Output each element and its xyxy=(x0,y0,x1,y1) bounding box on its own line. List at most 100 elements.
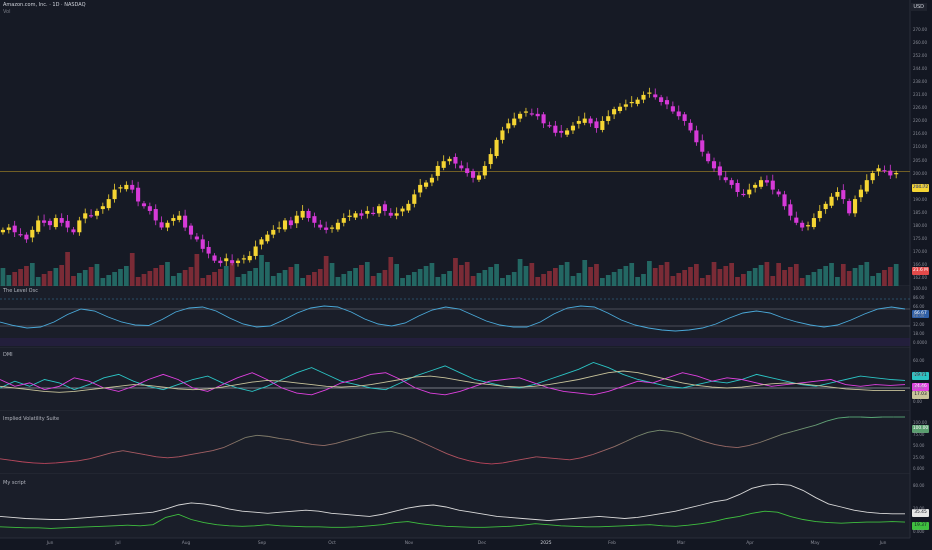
iv-line-segment xyxy=(346,436,358,441)
candle-body xyxy=(124,184,129,190)
candle-body xyxy=(547,125,552,127)
volume-bar xyxy=(641,274,646,286)
candle-body xyxy=(42,220,47,223)
myscript-pane-title[interactable]: My script xyxy=(3,480,26,486)
volume-bar xyxy=(241,274,247,286)
volume-bar xyxy=(165,262,170,286)
candle-body xyxy=(141,203,147,207)
candle-body xyxy=(494,139,499,156)
x-axis-label: Jul xyxy=(115,541,121,546)
volume-bar xyxy=(758,265,764,286)
dmi-tick-label: 60.00 xyxy=(913,358,925,363)
candle-body xyxy=(512,118,517,126)
volume-bar xyxy=(746,271,752,286)
iv-tick-label: 75.00 xyxy=(913,431,925,437)
volume-bar xyxy=(212,272,217,286)
iv-line-segment xyxy=(0,458,12,461)
iv-tick-label: 0.000 xyxy=(913,466,925,471)
volume-bar xyxy=(0,268,6,286)
iv-line-segment xyxy=(111,450,123,454)
x-axis-label: Feb xyxy=(608,541,616,546)
candle-body xyxy=(183,215,188,228)
candle-body xyxy=(535,113,540,117)
candle-body xyxy=(770,180,775,190)
volume-bar xyxy=(500,278,505,286)
volume-bar xyxy=(729,263,734,286)
iv-line-segment xyxy=(89,455,101,460)
candle-body xyxy=(147,206,152,211)
iv-line-segment xyxy=(614,441,626,447)
volume-bar xyxy=(752,268,758,286)
volume-bar xyxy=(417,269,423,286)
volume-bar xyxy=(353,268,358,286)
candle-body xyxy=(418,184,423,193)
x-axis-label: 2025 xyxy=(540,541,552,546)
osc-pane-title[interactable]: The Level Osc xyxy=(3,288,38,294)
candle-body xyxy=(617,106,623,111)
volume-bar xyxy=(171,276,176,286)
volume-bar xyxy=(852,268,858,286)
volume-bar xyxy=(218,269,223,286)
iv-line-segment xyxy=(770,433,783,439)
iv-line-segment xyxy=(569,457,582,461)
volume-bar xyxy=(411,272,417,286)
candle-body xyxy=(600,120,605,130)
volume-bar xyxy=(582,260,588,286)
volume-bar xyxy=(788,267,793,286)
volume-bar xyxy=(505,275,511,286)
volume-bar xyxy=(188,267,194,286)
volume-bar xyxy=(235,277,241,286)
candle-body xyxy=(594,121,599,129)
volume-bar xyxy=(53,268,59,286)
volume-legend[interactable]: Vol xyxy=(3,9,11,15)
volume-bar xyxy=(206,275,211,286)
volume-bar xyxy=(24,266,29,286)
candle-body xyxy=(153,209,158,221)
candle-body xyxy=(71,229,76,233)
volume-bar xyxy=(364,262,370,286)
currency-button[interactable]: USD xyxy=(910,3,927,11)
candle-body xyxy=(823,203,828,210)
candle-body xyxy=(764,180,769,183)
volume-bar xyxy=(370,276,376,286)
iv-line-segment xyxy=(44,462,56,464)
iv-line-segment xyxy=(413,438,425,444)
volume-bar xyxy=(35,277,41,286)
iv-tick-label: 100.00 xyxy=(913,420,927,425)
candle-body xyxy=(0,229,5,233)
volume-bar xyxy=(576,273,582,286)
candle-body xyxy=(882,170,887,172)
iv-line-segment xyxy=(469,460,481,464)
iv-pane-title[interactable]: Implied Volatility Suite xyxy=(3,416,60,422)
candle-body xyxy=(247,255,252,261)
iv-line-segment xyxy=(33,462,45,464)
myscript-white-badge: 35.45 xyxy=(912,509,929,517)
price-tick-label: 210.00 xyxy=(913,144,927,150)
candle-body xyxy=(359,213,364,216)
myscript-tick-label: 20.00 xyxy=(913,506,925,511)
iv-line-segment xyxy=(279,437,291,441)
candle-body xyxy=(188,225,194,235)
candle-body xyxy=(811,218,816,228)
candle-body xyxy=(47,220,53,226)
volume-bar xyxy=(453,258,458,286)
iv-tick-label: 50.00 xyxy=(913,443,925,448)
osc-tick-label: 0.0000 xyxy=(913,340,927,345)
candle-body xyxy=(288,220,293,226)
candle-body xyxy=(235,260,241,264)
volume-bar xyxy=(764,262,770,286)
candle-body xyxy=(565,130,570,135)
candle-body xyxy=(753,184,758,188)
dmi-pane-title[interactable]: DMI xyxy=(3,352,13,358)
iv-line-segment xyxy=(759,437,772,443)
volume-bar xyxy=(670,276,676,286)
volume-bar xyxy=(711,262,717,286)
volume-bar xyxy=(529,263,535,286)
iv-line-segment xyxy=(681,432,693,438)
volume-bar xyxy=(793,264,799,286)
symbol-title[interactable]: Amazon.com, Inc. · 1D · NASDAQ xyxy=(3,2,86,8)
iv-line-segment xyxy=(547,457,559,460)
iv-line-segment xyxy=(636,431,649,437)
volume-bar xyxy=(229,263,235,286)
